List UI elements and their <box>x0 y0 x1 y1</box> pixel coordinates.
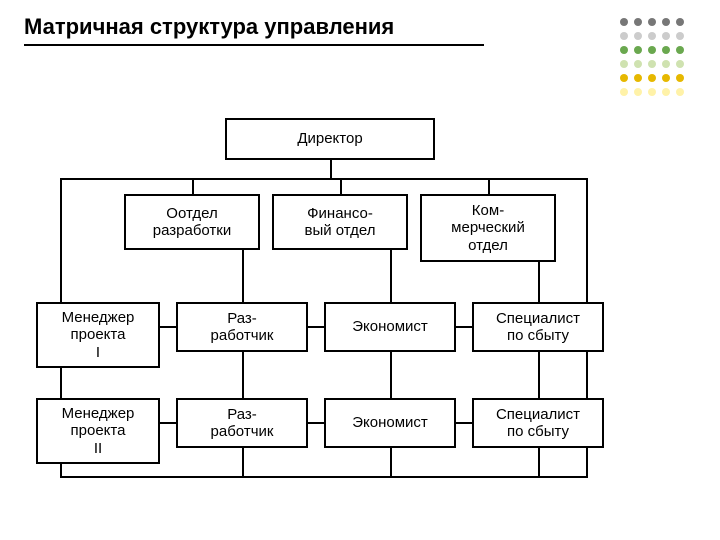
connector-line <box>340 178 342 194</box>
node-pm-2: МенеджерпроектаII <box>36 398 160 464</box>
connector-line <box>160 326 176 328</box>
node-r2-sales: Специалистпо сбыту <box>472 398 604 448</box>
connector-line <box>456 422 472 424</box>
node-r1-economist: Экономист <box>324 302 456 352</box>
connector-line <box>308 326 324 328</box>
connector-line <box>60 476 588 478</box>
connector-line <box>160 422 176 424</box>
connector-line <box>242 290 244 302</box>
connector-line <box>60 178 588 180</box>
connector-line <box>390 290 392 302</box>
node-r1-developer: Раз-работчик <box>176 302 308 352</box>
org-chart: Директор Оотделразработки Финансо-вый от… <box>0 0 720 540</box>
connector-line <box>308 422 324 424</box>
node-dept-commercial: Ком-мерческийотдел <box>420 194 556 262</box>
node-pm-1: МенеджерпроектаI <box>36 302 160 368</box>
node-dept-development: Оотделразработки <box>124 194 260 250</box>
node-director: Директор <box>225 118 435 160</box>
connector-line <box>192 178 194 194</box>
node-r2-economist: Экономист <box>324 398 456 448</box>
connector-line <box>330 160 332 178</box>
node-r2-developer: Раз-работчик <box>176 398 308 448</box>
connector-line <box>538 290 540 302</box>
node-r1-sales: Специалистпо сбыту <box>472 302 604 352</box>
node-dept-finance: Финансо-вый отдел <box>272 194 408 250</box>
connector-line <box>456 326 472 328</box>
connector-line <box>488 178 490 194</box>
